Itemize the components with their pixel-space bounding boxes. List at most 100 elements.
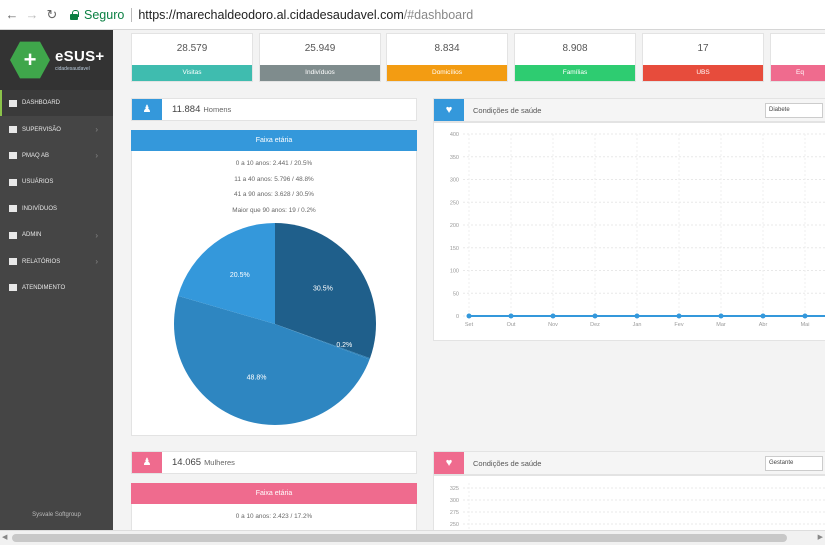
pie-slice-label: 48.8% [247,375,267,382]
forward-icon[interactable]: → [25,7,39,22]
sidebar-item-label: SUPERVISÃO [22,126,61,133]
sidebar-item-4[interactable]: INDIVÍDUOS [0,196,113,222]
stat-card[interactable]: 28.579 Visitas [131,33,253,82]
pie-slice[interactable] [178,223,275,324]
conditions-chart-panel-1 [433,122,825,341]
data-point[interactable] [592,313,598,319]
logo[interactable]: + eSUS+ cidadesaudavel [0,30,113,90]
sidebar-menu: DASHBOARD SUPERVISÃO › PMAQ AB › USUÁRIOS INDI… [0,90,113,301]
pie-slice-label: 30.5% [313,285,333,292]
stat-label: UBS [643,65,763,81]
sidebar-item-label: RELATÓRIOS [22,258,61,265]
address-bar[interactable]: Seguro https://marechaldeodoro.al.cidade… [70,5,819,25]
stat-value: 8.908 [562,43,588,54]
chevron-right-icon: › [95,257,98,267]
y-tick-label: 400 [450,132,459,138]
stat-card[interactable]: 25.949 Indivíduos [259,33,381,82]
pie-slice-label: 0.2% [336,342,352,349]
pie-slice[interactable] [275,324,371,360]
thumbs-up-icon [9,284,17,292]
stat-value: 8.834 [434,43,460,54]
horizontal-scrollbar[interactable]: ◀ ▶ [0,530,825,545]
y-tick-label: 50 [453,291,459,297]
id-card-icon [9,205,17,213]
browser-toolbar: ← → ↻ Seguro https://marechaldeodoro.al.… [0,0,825,30]
sidebar-item-1[interactable]: SUPERVISÃO › [0,116,113,142]
pie-slice[interactable] [275,223,376,359]
stat-value: 25.949 [304,43,336,54]
sidebar-item-label: DASHBOARD [22,100,61,107]
data-point[interactable] [634,313,640,319]
y-tick-label: 0 [456,314,459,320]
data-point[interactable] [718,313,724,319]
x-tick-label: Nov [548,322,558,328]
url-path: /#dashboard [403,8,474,22]
y-tick-label: 100 [450,269,459,275]
url-host: https://marechaldeodoro.al.cidadesaudave… [138,8,404,22]
sidebar-item-6[interactable]: RELATÓRIOS › [0,248,113,274]
women-faixa-header: Faixa etária [131,483,417,504]
scrollbar-thumb[interactable] [12,534,787,542]
x-tick-label: Abr [759,322,768,328]
data-point[interactable] [802,313,808,319]
condition-select-2[interactable]: Gestante [765,456,823,471]
sidebar-item-label: PMAQ AB [22,152,50,159]
men-faixa-header: Faixa etária [131,130,417,151]
pie-slice[interactable] [173,295,370,426]
sidebar-item-label: ADMIN [22,232,42,239]
y-tick-label: 325 [450,486,459,492]
stat-card[interactable]: 8.834 Domicílios [386,33,508,82]
sidebar-item-label: USUÁRIOS [22,179,54,186]
age-range-item: Maior que 90 anos: 19 / 0.2% [232,206,316,214]
sidebar-item-3[interactable]: USUÁRIOS [0,169,113,195]
data-point[interactable] [550,313,556,319]
scroll-right-icon[interactable]: ▶ [817,534,823,541]
sidebar-item-0[interactable]: DASHBOARD [0,90,113,117]
stat-label: Eq [771,65,825,81]
age-range-item: 11 a 40 anos: 5.796 / 48.8% [234,175,314,183]
conditions-line-chart-2: 325 300 275 250 [450,483,825,533]
brand-title: eSUS+ [55,48,105,65]
clipboard-icon [9,126,17,134]
data-point[interactable] [676,313,682,319]
scroll-left-icon[interactable]: ◀ [2,534,8,541]
lock-icon [70,10,79,20]
y-tick-label: 275 [450,510,459,516]
users-icon [9,178,17,186]
stat-card[interactable]: 17 UBS [642,33,764,82]
conditions-header-1: ♥ Condições de saúde Diabete [433,98,825,122]
sidebar-item-5[interactable]: ADMIN › [0,222,113,248]
x-tick-label: Dez [590,322,600,328]
user-icon: ♟ [132,452,162,473]
y-tick-label: 250 [450,522,459,528]
reload-icon[interactable]: ↻ [46,6,58,22]
stat-label: Domicílios [387,65,507,81]
stat-card[interactable]: 8.908 Famílias [514,33,636,82]
x-tick-label: Fev [674,322,683,328]
secure-label: Seguro [84,8,125,22]
men-pie-chart: 30.5% 0.2% 48.8% 20.5% [173,223,376,426]
data-point[interactable] [508,313,514,319]
men-count-box: ♟ 11.884 Homens [131,98,417,121]
condition-select-1[interactable]: Diabete [765,103,823,118]
wrench-icon [9,231,17,239]
grid-icon [9,99,17,107]
brand-subtitle: cidadesaudavel [55,66,90,72]
data-point[interactable] [466,313,472,319]
conditions-header-2: ♥ Condições de saúde Gestante [433,451,825,475]
back-icon[interactable]: ← [5,7,19,22]
stat-label: Famílias [515,65,635,81]
x-tick-label: Mar [716,322,726,328]
data-point[interactable] [760,313,766,319]
conditions-chart-panel-2 [433,475,825,535]
x-tick-label: Mai [801,322,810,328]
chevron-right-icon: › [95,151,98,161]
y-tick-label: 300 [450,178,459,184]
sidebar-item-7[interactable]: ATENDIMENTO [0,275,113,301]
conditions-title-2: Condições de saúde [473,458,542,468]
x-tick-label: Jan [633,322,642,328]
stat-card[interactable]: Eq [770,33,825,82]
sidebar: + eSUS+ cidadesaudavel DASHBOARD SUPERVIS… [0,30,113,530]
y-tick-label: 300 [450,498,459,504]
sidebar-item-2[interactable]: PMAQ AB › [0,143,113,169]
